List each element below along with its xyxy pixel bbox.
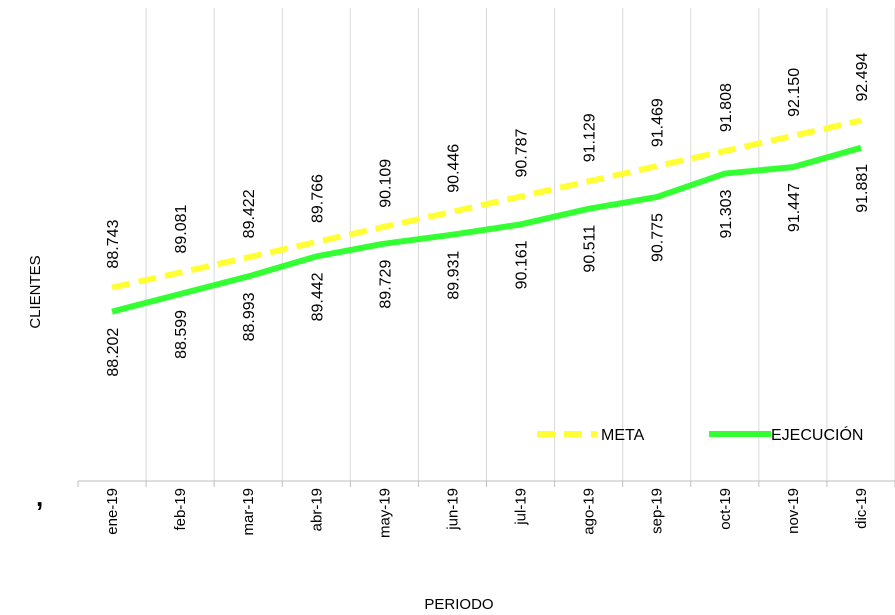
- data-label-meta: 89.081: [173, 204, 190, 253]
- x-tick-labels: ene-19 feb-19 mar-19 abr-19 may-19 jun-19 jul-…: [104, 488, 870, 538]
- data-label-ejecucion: 90.775: [650, 213, 667, 262]
- stray-comma-mark: ,: [36, 482, 43, 512]
- data-label-ejecucion: 91.303: [718, 189, 735, 238]
- data-label-meta: 91.469: [650, 98, 667, 147]
- data-label-ejecucion: 90.161: [514, 240, 531, 289]
- gridlines: [145, 8, 895, 481]
- data-label-meta: 89.422: [241, 189, 258, 238]
- data-label-meta: 91.129: [582, 113, 599, 162]
- x-tick-label: ene-19: [104, 488, 121, 535]
- data-label-meta: 90.109: [377, 159, 394, 208]
- series-line-meta: [111, 117, 862, 291]
- x-tick-label: oct-19: [717, 488, 734, 530]
- data-label-ejecucion: 89.729: [377, 260, 394, 309]
- data-label-meta: 88.743: [105, 220, 122, 269]
- data-label-ejecucion: 89.442: [309, 272, 326, 321]
- x-tick-label: jul-19: [513, 488, 530, 526]
- data-label-ejecucion: 88.599: [173, 310, 190, 359]
- x-tick-label: dic-19: [853, 488, 870, 529]
- data-label-ejecucion: 88.202: [105, 328, 122, 377]
- x-tick-label: sep-19: [649, 488, 666, 534]
- x-axis-ticks: [77, 481, 895, 487]
- data-label-ejecucion: 89.931: [445, 251, 462, 300]
- x-tick-label: jun-19: [444, 488, 461, 531]
- x-tick-label: may-19: [376, 488, 393, 538]
- x-tick-label: nov-19: [785, 488, 802, 534]
- data-label-ejecucion: 91.881: [854, 164, 871, 213]
- x-tick-label: mar-19: [240, 488, 257, 536]
- series-lines: [111, 117, 862, 315]
- data-label-meta: 89.766: [309, 174, 326, 223]
- data-label-meta: 92.494: [854, 52, 871, 101]
- y-axis-label: CLIENTES: [27, 255, 44, 328]
- data-label-meta: 92.150: [786, 68, 803, 117]
- data-label-ejecucion: 90.511: [582, 225, 599, 273]
- x-tick-label: abr-19: [308, 488, 325, 531]
- series-line-ejecucion: [111, 144, 862, 315]
- data-label-meta: 90.787: [514, 129, 531, 178]
- x-tick-label: ago-19: [581, 488, 598, 535]
- x-tick-label: feb-19: [172, 488, 189, 531]
- data-label-meta: 91.808: [718, 83, 735, 132]
- data-label-ejecucion: 88.993: [241, 292, 258, 341]
- legend-meta-label: META: [601, 427, 645, 444]
- data-label-meta: 90.446: [445, 144, 462, 193]
- data-label-ejecucion: 91.447: [786, 183, 803, 232]
- legend-ejecucion-label: EJECUCIÓN: [771, 425, 863, 444]
- legend: META EJECUCIÓN: [537, 425, 863, 444]
- data-labels: 88.743 89.081 89.422 89.766 90.109 90.446 90.7…: [105, 52, 871, 376]
- x-axis-label: PERIODO: [424, 596, 493, 613]
